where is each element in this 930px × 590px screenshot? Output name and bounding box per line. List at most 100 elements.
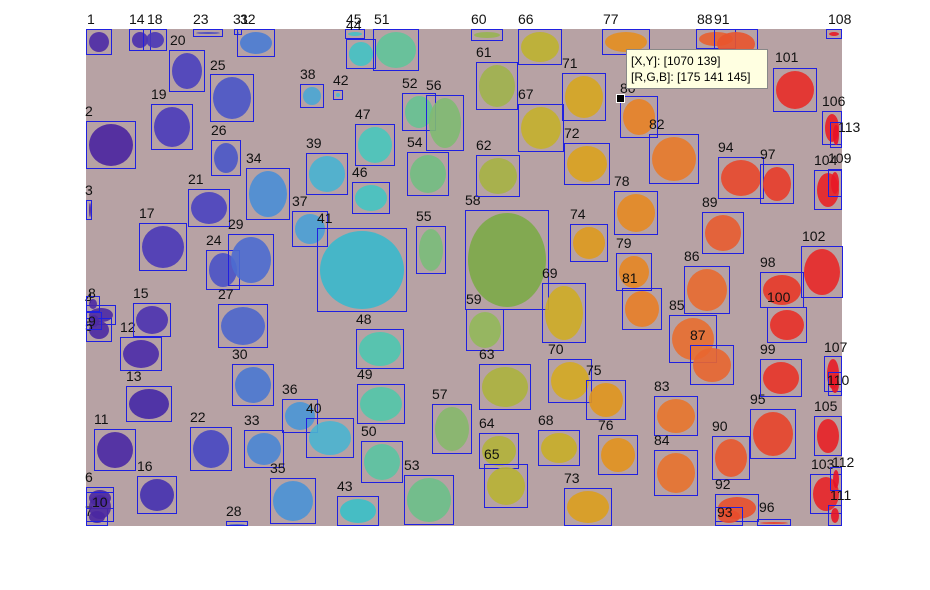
bounding-box-3 <box>86 200 92 220</box>
cell-89 <box>705 215 741 251</box>
cell-10 <box>89 495 111 519</box>
cell-64 <box>482 436 516 466</box>
cell-label-90: 90 <box>712 418 728 434</box>
bounding-box-86 <box>684 266 730 314</box>
cell-100 <box>770 310 804 340</box>
cell-81 <box>625 291 659 327</box>
cell-label-61: 61 <box>476 44 492 60</box>
bounding-box-83 <box>654 396 698 436</box>
cell-label-64: 64 <box>479 415 495 431</box>
cell-label-87: 87 <box>690 327 706 343</box>
cell-11 <box>97 432 133 468</box>
bounding-box-2 <box>86 121 136 169</box>
cell-label-32: 32 <box>240 11 256 27</box>
cell-40 <box>309 421 351 455</box>
cell-label-54: 54 <box>407 134 423 150</box>
bounding-box-70 <box>548 359 592 403</box>
bounding-box-20 <box>169 50 205 92</box>
cell-label-65: 65 <box>484 446 500 462</box>
cell-label-34: 34 <box>246 150 262 166</box>
bounding-box-18 <box>143 29 167 51</box>
cell-110 <box>831 375 839 393</box>
bounding-box-42 <box>333 90 343 100</box>
cell-label-82: 82 <box>649 116 665 132</box>
cell-25 <box>213 77 251 119</box>
cell-label-13: 13 <box>126 368 142 384</box>
cell-34 <box>249 171 287 217</box>
cell-label-63: 63 <box>479 346 495 362</box>
cell-label-9: 9 <box>88 313 96 329</box>
datatip-marker[interactable] <box>616 94 625 103</box>
bounding-box-74 <box>570 224 608 262</box>
cell-label-40: 40 <box>306 400 322 416</box>
cell-95 <box>753 412 793 456</box>
bounding-box-30 <box>232 364 274 406</box>
cell-label-47: 47 <box>355 106 371 122</box>
cell-17 <box>142 226 184 268</box>
cell-83 <box>657 399 695 433</box>
cell-label-81: 81 <box>622 270 638 286</box>
bounding-box-78 <box>614 191 658 235</box>
cell-label-21: 21 <box>188 171 204 187</box>
bounding-box-36 <box>282 399 318 433</box>
bounding-box-63 <box>479 364 531 410</box>
cell-58 <box>468 213 546 307</box>
cell-77 <box>605 32 647 52</box>
cell-87 <box>693 348 731 382</box>
cell-label-113: 113 <box>838 119 861 135</box>
bounding-box-21 <box>188 189 230 227</box>
cell-label-74: 74 <box>570 206 586 222</box>
bounding-box-80 <box>620 96 658 138</box>
cell-44 <box>348 32 362 36</box>
bounding-box-12 <box>120 337 162 371</box>
bounding-box-113 <box>830 122 842 148</box>
cell-label-95: 95 <box>750 391 766 407</box>
bounding-box-34 <box>246 168 290 220</box>
cell-label-3: 3 <box>85 182 93 198</box>
bounding-box-15 <box>133 303 171 337</box>
cell-84 <box>657 453 695 493</box>
cell-label-28: 28 <box>226 503 242 519</box>
cell-51 <box>376 32 416 68</box>
bounding-box-58 <box>465 210 549 310</box>
cell-101 <box>776 71 814 109</box>
cell-86 <box>687 269 727 311</box>
cell-label-109: 109 <box>828 150 852 166</box>
bounding-box-9 <box>86 312 102 330</box>
datatip-rgb: [R,G,B]: [175 141 145] <box>631 70 751 84</box>
cell-16 <box>140 479 174 511</box>
cell-8 <box>89 299 97 309</box>
cell-93 <box>718 510 740 523</box>
bounding-box-26 <box>211 140 241 176</box>
bounding-box-69 <box>542 283 586 343</box>
cell-19 <box>154 107 190 147</box>
cell-label-56: 56 <box>426 77 442 93</box>
cell-43 <box>340 499 376 523</box>
datatip[interactable]: [X,Y]: [1070 139] [R,G,B]: [175 141 145] <box>626 49 768 89</box>
cell-label-92: 92 <box>715 476 731 492</box>
cell-45 <box>349 42 373 66</box>
cell-74 <box>573 227 605 259</box>
bounding-box-112 <box>830 467 842 491</box>
cell-50 <box>364 444 400 480</box>
cell-label-103: 103 <box>811 456 835 472</box>
bounding-box-76 <box>598 435 638 475</box>
cell-label-72: 72 <box>564 125 580 141</box>
cell-72 <box>567 146 607 182</box>
cell-label-27: 27 <box>218 286 234 302</box>
bounding-box-27 <box>218 304 268 348</box>
cell-33 <box>247 433 281 465</box>
bounding-box-81 <box>622 288 662 330</box>
cell-15 <box>136 306 168 334</box>
cell-62 <box>479 158 517 194</box>
bounding-box-10 <box>86 492 114 522</box>
bounding-box-72 <box>564 143 610 185</box>
bounding-box-40 <box>306 418 354 458</box>
bounding-box-44 <box>345 29 365 39</box>
cell-label-19: 19 <box>151 86 167 102</box>
cell-label-104: 104 <box>814 152 838 168</box>
bounding-box-110 <box>828 372 842 396</box>
bounding-box-41 <box>317 228 407 312</box>
cell-48 <box>359 332 401 366</box>
bounding-box-28 <box>226 521 248 526</box>
